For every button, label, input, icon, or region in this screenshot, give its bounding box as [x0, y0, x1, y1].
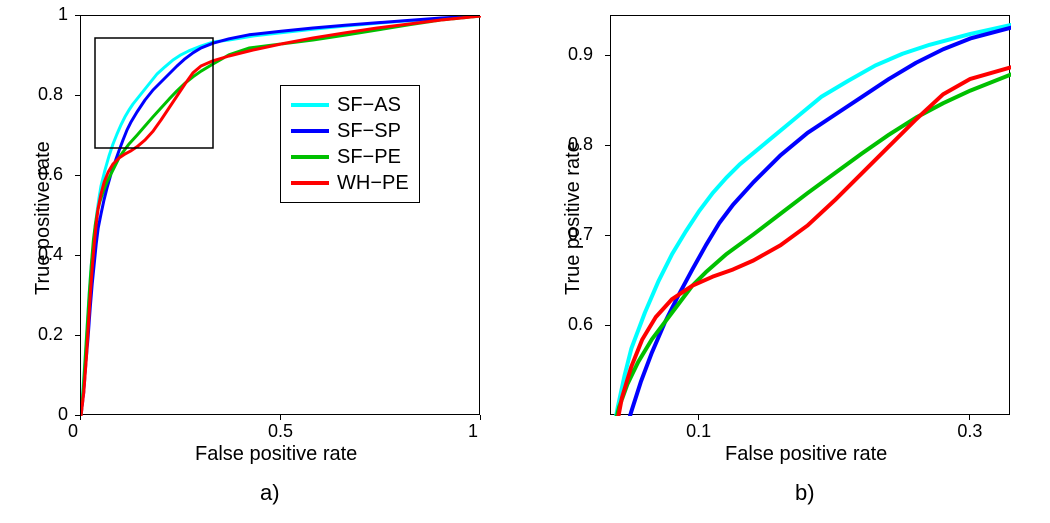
ylabel-b: True positive rate	[562, 141, 585, 295]
ytick	[605, 235, 610, 236]
legend-item: SF−SP	[291, 118, 409, 144]
caption-b: b)	[795, 480, 815, 506]
ytick-label: 0	[58, 404, 68, 425]
xtick	[969, 415, 970, 420]
ytick	[75, 95, 80, 96]
ytick	[75, 175, 80, 176]
legend-label: WH−PE	[337, 172, 409, 195]
legend-label: SF−PE	[337, 146, 401, 169]
ytick	[75, 335, 80, 336]
figure: False positive rate True positive rate F…	[0, 0, 1050, 523]
xtick-label: 1	[468, 421, 478, 442]
legend-item: WH−PE	[291, 170, 409, 196]
series-SF-PE	[611, 16, 1011, 416]
ytick-label: 0.8	[568, 134, 593, 155]
ytick-label: 0.8	[38, 84, 63, 105]
xtick-label: 0.3	[957, 421, 982, 442]
xtick	[480, 415, 481, 420]
series-SF-PE	[81, 16, 481, 416]
legend-label: SF−AS	[337, 94, 401, 117]
xtick-label: 0.5	[268, 421, 293, 442]
legend-label: SF−SP	[337, 120, 401, 143]
xtick	[698, 415, 699, 420]
plot-area-b	[610, 15, 1010, 415]
xtick	[80, 415, 81, 420]
caption-a: a)	[260, 480, 280, 506]
ytick-label: 0.6	[38, 164, 63, 185]
series-SF-AS	[611, 16, 1011, 416]
series-WH-PE	[611, 16, 1011, 416]
ytick-label: 1	[58, 4, 68, 25]
panel-a: False positive rate True positive rate	[80, 15, 480, 415]
ytick	[605, 325, 610, 326]
xlabel-a: False positive rate	[195, 443, 357, 466]
ytick-label: 0.7	[568, 224, 593, 245]
ytick	[605, 145, 610, 146]
legend-swatch	[291, 181, 329, 185]
ytick-label: 0.2	[38, 324, 63, 345]
legend-item: SF−AS	[291, 92, 409, 118]
ytick-label: 0.6	[568, 314, 593, 335]
xtick-label: 0	[68, 421, 78, 442]
plot-area-a	[80, 15, 480, 415]
series-SF-SP	[611, 16, 1011, 416]
series-WH-PE	[81, 16, 481, 416]
ytick	[75, 415, 80, 416]
legend-item: SF−PE	[291, 144, 409, 170]
ytick	[605, 55, 610, 56]
roc-curves-b	[611, 16, 1011, 416]
panel-b: False positive rate True positive rate	[610, 15, 1010, 415]
ytick	[75, 255, 80, 256]
series-SF-AS	[81, 16, 481, 416]
legend: SF−AS SF−SP SF−PE WH−PE	[280, 85, 420, 203]
xlabel-b: False positive rate	[725, 443, 887, 466]
ytick-label: 0.9	[568, 44, 593, 65]
ytick	[75, 15, 80, 16]
legend-swatch	[291, 103, 329, 107]
series-SF-SP	[81, 16, 481, 416]
legend-swatch	[291, 155, 329, 159]
roc-curves-a	[81, 16, 481, 416]
xtick-label: 0.1	[686, 421, 711, 442]
ytick-label: 0.4	[38, 244, 63, 265]
legend-swatch	[291, 129, 329, 133]
xtick	[280, 415, 281, 420]
